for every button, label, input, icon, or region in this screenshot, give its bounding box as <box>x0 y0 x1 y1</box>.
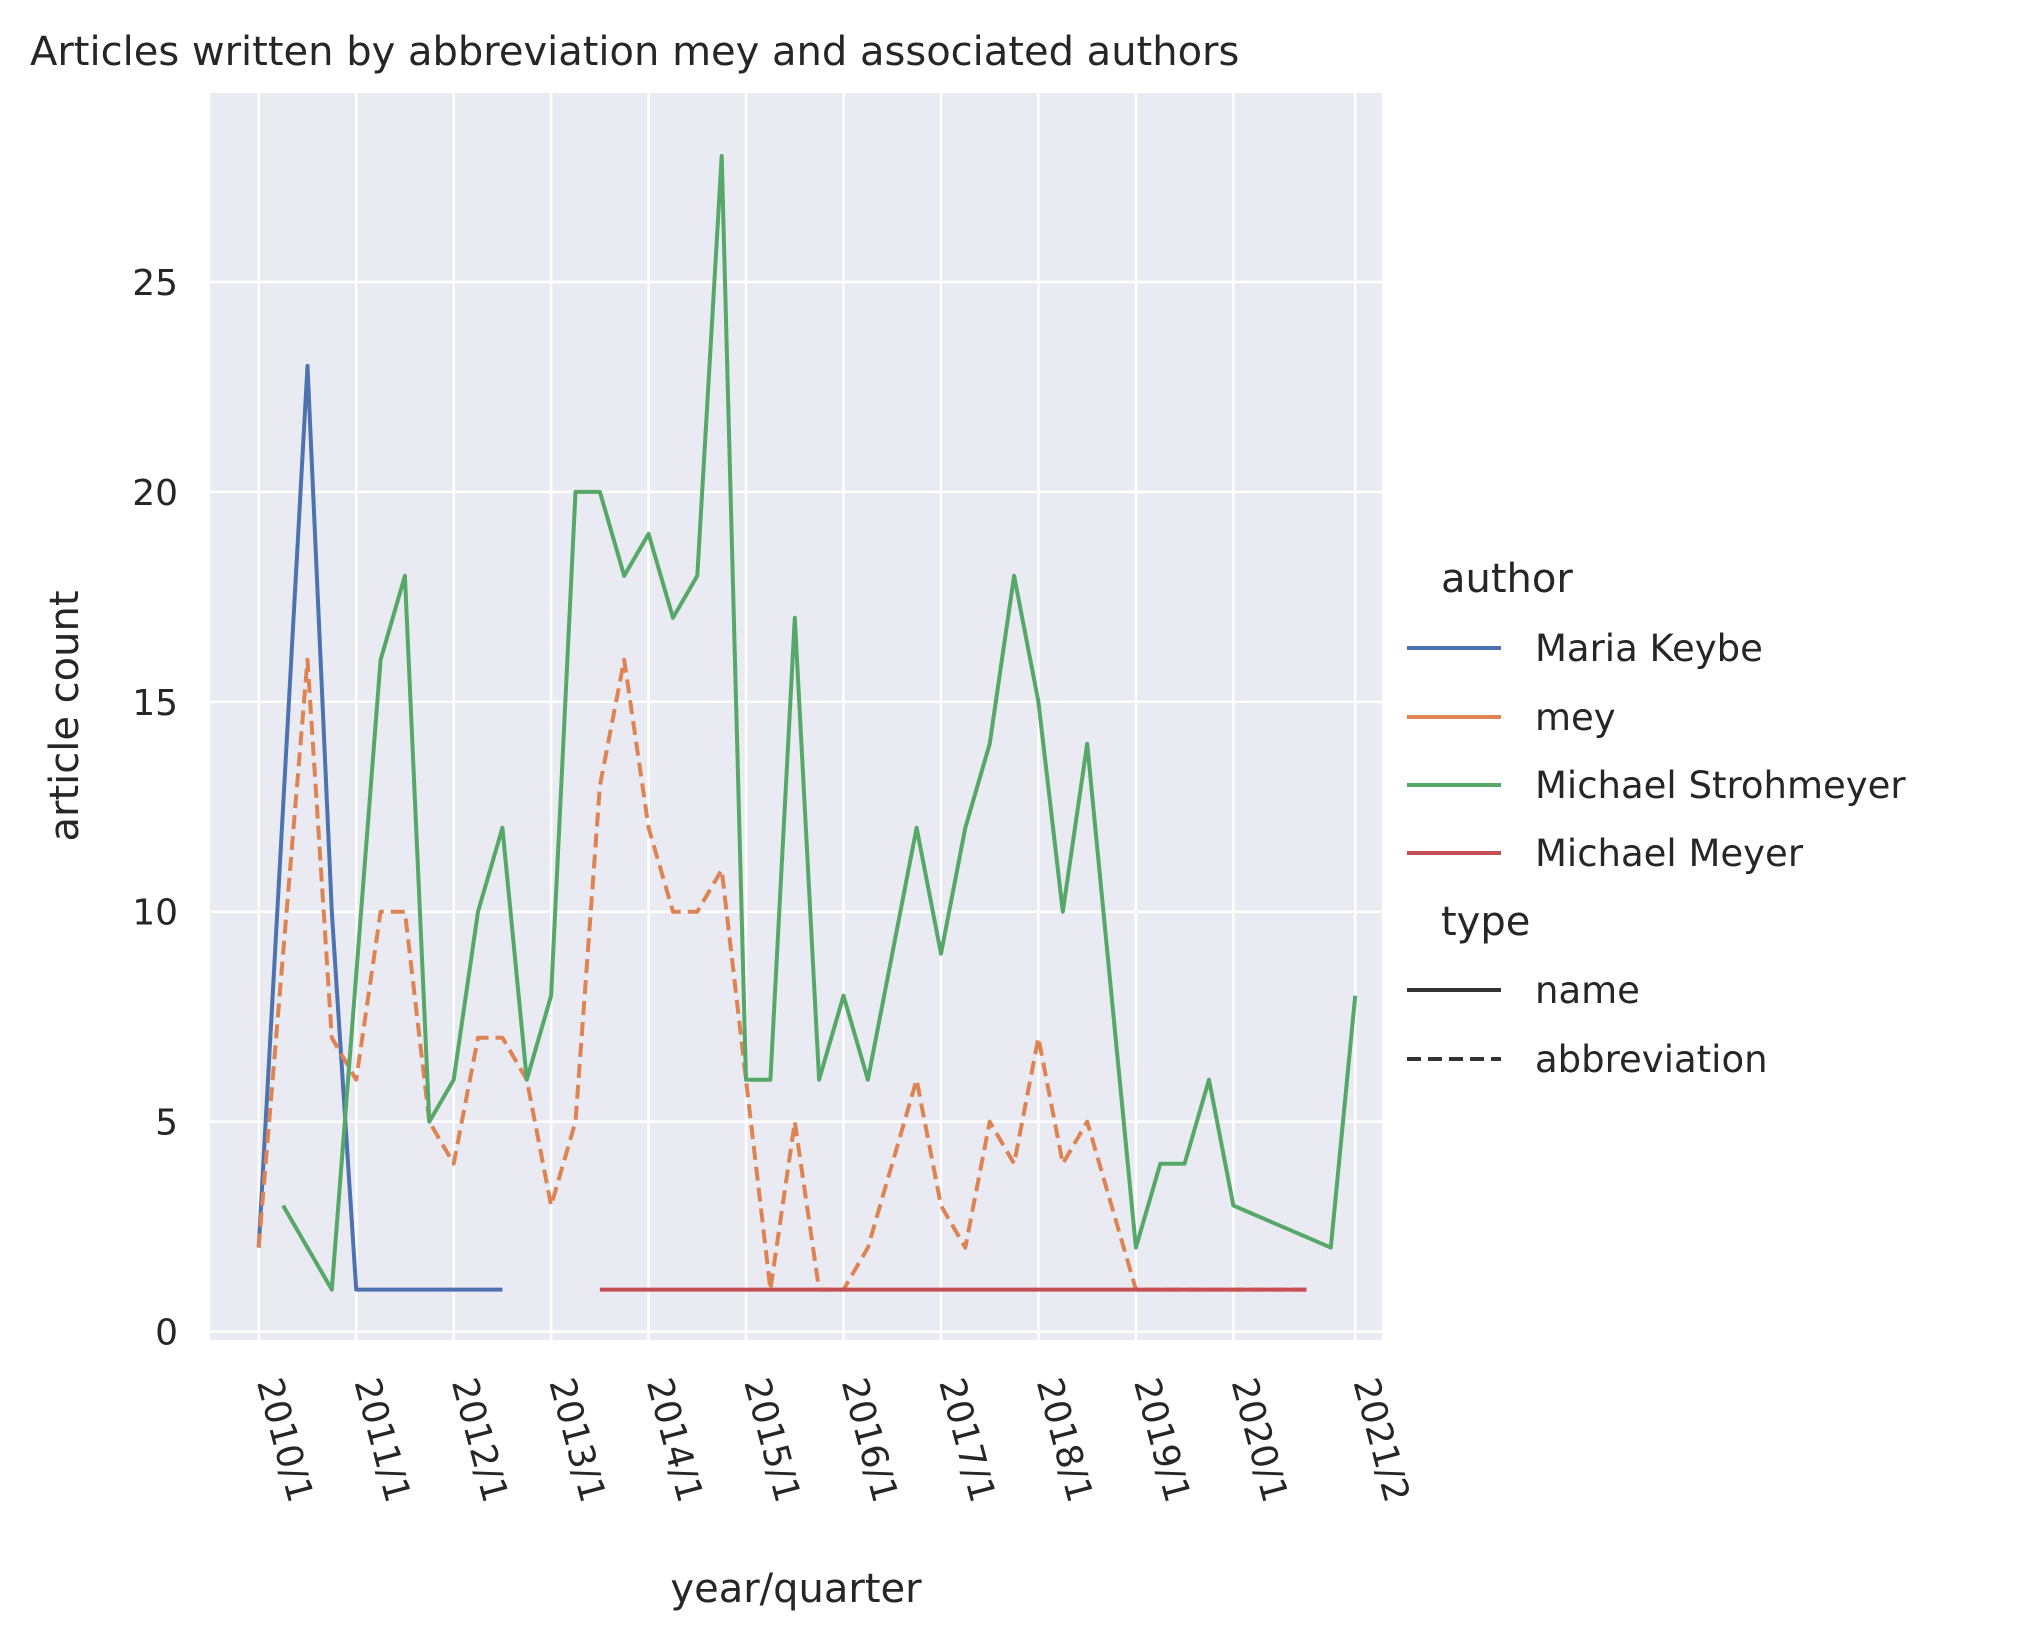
x-tick-label: 2018/1 <box>1028 1374 1100 1507</box>
x-tick-label: 2014/1 <box>638 1374 710 1507</box>
plot-background <box>210 93 1382 1340</box>
legend-label-maria-keybe: Maria Keybe <box>1535 627 1763 670</box>
series-lines <box>256 154 1358 1292</box>
y-axis-label: article count <box>42 590 88 841</box>
legend-label-michael-strohmeyer: Michael Strohmeyer <box>1535 764 1906 807</box>
y-tick-label: 25 <box>132 263 178 304</box>
legend-label-abbreviation: abbreviation <box>1535 1038 1768 1081</box>
y-tick-label: 0 <box>155 1313 178 1354</box>
x-axis-label: year/quarter <box>670 1566 922 1612</box>
x-tick-label: 2013/1 <box>540 1374 612 1507</box>
series-line-michael-strohmeyer <box>281 154 1358 1292</box>
legend-title-type: type <box>1441 899 1530 945</box>
series-line-maria-keybe <box>256 363 503 1292</box>
legend-label-name: name <box>1535 969 1640 1012</box>
y-tick-label: 10 <box>132 893 178 934</box>
x-tick-label: 2020/1 <box>1223 1374 1295 1507</box>
x-tick-label: 2015/1 <box>735 1374 807 1507</box>
series-line-mey <box>256 657 1307 1292</box>
y-tick-label: 5 <box>155 1103 178 1144</box>
grid-lines <box>210 93 1382 1340</box>
x-tick-label: 2019/1 <box>1125 1374 1197 1507</box>
x-tick-label: 2016/1 <box>833 1374 905 1507</box>
y-tick-labels: 0 5 10 15 20 25 <box>132 263 178 1354</box>
y-tick-label: 20 <box>132 473 178 514</box>
x-tick-label: 2011/1 <box>346 1374 418 1507</box>
legend-label-michael-meyer: Michael Meyer <box>1535 832 1804 875</box>
chart-title: Articles written by abbreviation mey and… <box>30 29 1239 75</box>
y-tick-label: 15 <box>132 683 178 724</box>
legend-label-mey: mey <box>1535 696 1616 739</box>
x-tick-label: 2010/1 <box>248 1374 320 1507</box>
x-tick-label: 2017/1 <box>930 1374 1002 1507</box>
legend: author Maria Keybe mey Michael Strohmeyer Mi… <box>1407 556 1906 1081</box>
x-tick-labels: 2010/1 2011/1 2012/1 2013/1 2014/1 2015/1 2016… <box>248 1374 1417 1507</box>
x-tick-label: 2021/2 <box>1345 1374 1417 1507</box>
legend-title-author: author <box>1441 556 1573 602</box>
x-tick-label: 2012/1 <box>443 1374 515 1507</box>
